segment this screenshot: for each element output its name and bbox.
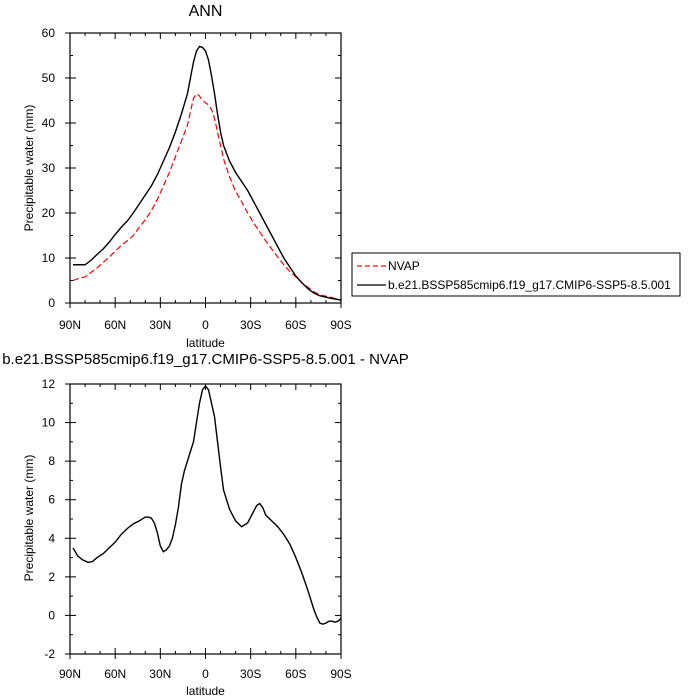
bottom-grid-ticks [65,383,342,659]
top-y-tick-label-40: 40 [42,116,56,130]
top-x-tick-label-30n: 30N [149,318,171,332]
top-x-tick-label-90s: 90S [330,318,351,332]
bottom-y-tick-label-2: 2 [48,570,55,584]
top-y-axis-label: Precipitable water (mm) [22,105,36,232]
bottom-x-tick-label-90n: 90N [59,667,81,681]
top-y-tick-labels: 0 10 20 30 40 50 60 [42,26,56,310]
bottom-y-tick-label-6: 6 [48,493,55,507]
top-chart-title: ANN [189,3,223,20]
top-x-tick-label-0: 0 [202,318,209,332]
bottom-plot-frame [69,383,342,655]
top-y-tick-label-50: 50 [42,71,56,85]
top-plot-frame [69,32,342,304]
bottom-y-tick-label-10: 10 [42,416,56,430]
bottom-y-tick-label-0: 0 [48,608,55,622]
bottom-x-tick-labels: 90N 60N 30N 0 30S 60S 90S [59,667,352,681]
top-y-tick-label-30: 30 [42,161,56,175]
legend-label-model: b.e21.BSSP585cmip6.f19_g17.CMIP6-SSP5-8.… [388,278,671,292]
top-y-tick-label-60: 60 [42,26,56,40]
bottom-y-tick-labels: -2 0 2 4 6 8 10 12 [42,377,56,661]
bottom-x-tick-label-0: 0 [202,667,209,681]
bottom-x-tick-label-30n: 30N [149,667,171,681]
top-panel: ANN Precipitable water (mm) latitude 90N… [22,3,352,350]
top-series-model-line [73,45,342,301]
bottom-y-tick-label-12: 12 [42,377,56,391]
bottom-y-tick-label-neg2: -2 [44,647,55,661]
bottom-y-tick-label-8: 8 [48,454,55,468]
bottom-y-tick-label-4: 4 [48,531,55,545]
top-x-tick-labels: 90N 60N 30N 0 30S 60S 90S [59,318,352,332]
bottom-x-tick-label-60s: 60S [285,667,306,681]
top-x-tick-label-30s: 30S [240,318,261,332]
bottom-x-tick-label-30s: 30S [240,667,261,681]
legend-label-nvap: NVAP [388,259,420,273]
bottom-x-tick-label-90s: 90S [330,667,351,681]
bottom-chart-title: b.e21.BSSP585cmip6.f19_g17.CMIP6-SSP5-8.… [2,351,409,368]
top-y-tick-label-20: 20 [42,206,56,220]
top-series-nvap-line [72,92,342,301]
bottom-x-axis-label: latitude [186,684,225,698]
top-x-tick-label-90n: 90N [59,318,81,332]
legend: NVAP b.e21.BSSP585cmip6.f19_g17.CMIP6-SS… [351,252,681,297]
top-x-tick-label-60n: 60N [104,318,126,332]
bottom-series-difference-line [72,384,342,625]
top-y-tick-label-0: 0 [48,296,55,310]
bottom-y-axis-label: Precipitable water (mm) [22,455,36,582]
top-grid-ticks [65,32,342,308]
top-y-tick-label-10: 10 [42,251,56,265]
bottom-x-tick-label-60n: 60N [104,667,126,681]
top-x-tick-label-60s: 60S [285,318,306,332]
bottom-panel: b.e21.BSSP585cmip6.f19_g17.CMIP6-SSP5-8.… [2,351,409,698]
legend-box [351,252,681,297]
top-x-axis-label: latitude [186,336,225,350]
